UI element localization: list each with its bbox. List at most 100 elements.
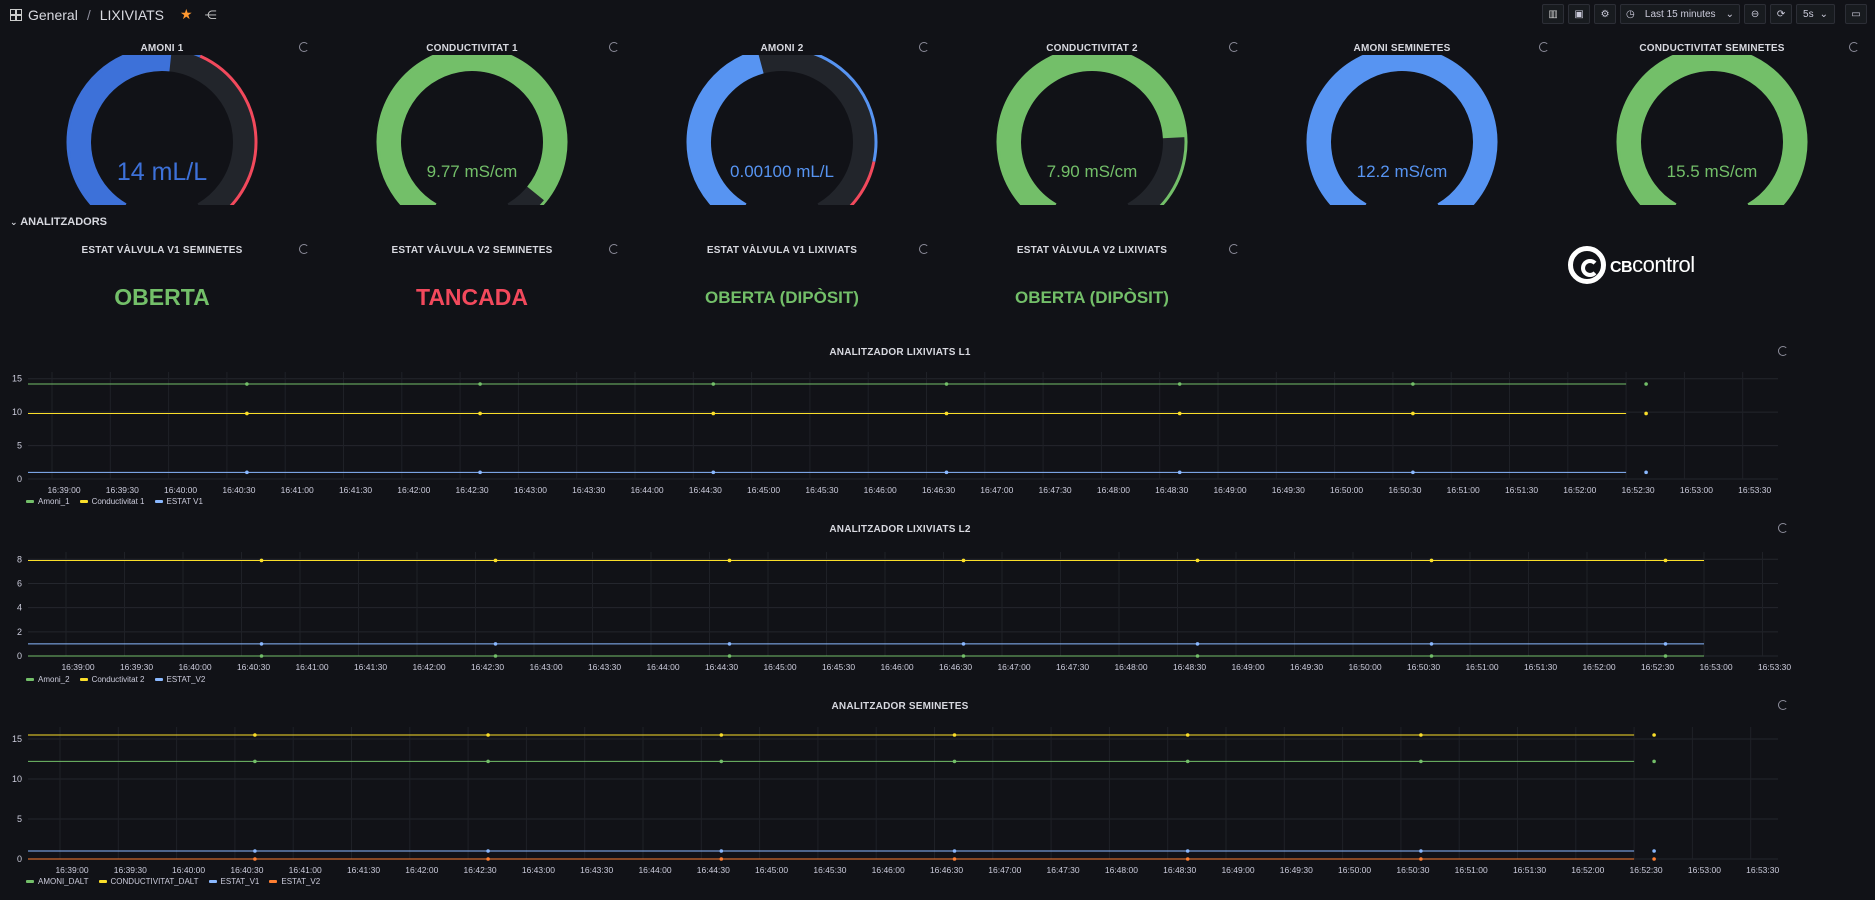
breadcrumb-separator: / [86,6,91,23]
legend-item[interactable]: Amoni_2 [26,675,70,684]
refresh-icon[interactable] [1229,42,1239,52]
breadcrumb-root[interactable]: General [28,6,78,23]
data-point [1177,411,1182,416]
x-tick-label: 16:48:30 [1155,485,1188,495]
timeseries-chart[interactable]: 0 5 10 15 16:39:00 16:39:30 16:40:00 16:40:30 16… [0,723,1800,876]
gauge-fill [379,55,565,205]
dashboard-settings-button[interactable]: ⚙ [1594,4,1617,24]
refresh-interval-picker[interactable]: 5s ⌄ [1796,4,1835,24]
refresh-icon[interactable] [1849,42,1859,52]
x-tick-label: 16:53:30 [1738,485,1771,495]
refresh-icon[interactable] [919,244,929,254]
data-point [952,733,957,737]
refresh-icon[interactable] [299,244,309,254]
save-dashboard-button[interactable]: ▣ [1568,4,1591,24]
legend-item[interactable]: AMONI_DALT [26,877,89,886]
x-tick-label: 16:48:00 [1097,485,1130,495]
x-tick-label: 16:43:30 [588,662,621,672]
x-tick-label: 16:42:00 [412,662,445,672]
refresh-icon[interactable] [609,244,619,254]
x-tick-label: 16:45:30 [805,485,838,495]
gauge-fill [1309,55,1495,205]
legend-item[interactable]: Conductivitat 2 [79,675,145,684]
y-tick-label: 8 [17,554,22,564]
chart-legend: Amoni_1 Conductivitat 1 ESTAT V1 [26,497,203,506]
chart-title: ANALITZADOR LIXIVIATS L2 [829,524,971,535]
clock-icon: ◷ [1626,8,1635,20]
refresh-icon[interactable] [1539,42,1549,52]
timeseries-chart[interactable]: 0 5 10 15 16:39:00 16:39:30 16:40:00 16:40:30 16… [0,368,1800,496]
data-point [944,470,949,475]
x-tick-label: 16:51:30 [1505,485,1538,495]
x-tick-label: 16:48:30 [1173,662,1206,672]
gauge-value: 9.77 mS/cm [426,162,518,181]
state-title: ESTAT VÀLVULA V1 LIXIVIATS [706,245,858,256]
refresh-icon[interactable] [1778,346,1788,356]
tv-mode-button[interactable]: ▭ [1845,4,1867,24]
legend-label: Amoni_2 [38,675,70,684]
data-point [961,558,966,563]
data-point [245,470,249,475]
legend-label: ESTAT_V1 [220,877,260,886]
y-tick-label: 10 [12,774,22,784]
gauge-fill [689,55,764,205]
x-tick-label: 16:46:00 [880,662,913,672]
x-tick-label: 16:50:00 [1330,485,1363,495]
legend-item[interactable]: ESTAT_V2 [269,877,320,886]
x-tick-label: 16:43:00 [514,485,547,495]
chart-title: ANALITZADOR SEMINETES [831,701,969,712]
legend-swatch [79,500,88,503]
refresh-icon[interactable] [609,42,619,52]
data-point [952,759,957,764]
x-tick-label: 16:53:30 [1746,865,1779,875]
legend-item[interactable]: ESTAT_V1 [208,877,260,886]
legend-swatch [26,678,34,681]
x-tick-label: 16:42:30 [456,485,489,495]
data-point [493,642,498,646]
y-tick-label: 6 [17,578,22,588]
legend-label: Conductivitat 1 [91,497,145,506]
refresh-icon[interactable] [1229,244,1239,254]
chevron-down-icon: ⌄ [1725,8,1735,20]
data-point [1185,849,1190,853]
refresh-icon[interactable] [1778,700,1788,710]
legend-item[interactable]: ESTAT_V2 [154,675,205,684]
x-tick-label: 16:39:30 [114,865,147,875]
x-tick-label: 16:42:00 [397,485,430,495]
legend-item[interactable]: CONDUCTIVITAT_DALT [98,877,199,886]
section-header[interactable]: ⌄ ANALITZADORS [10,216,107,228]
x-tick-label: 16:47:30 [1039,485,1072,495]
gauge-value: 14 mL/L [116,158,208,186]
refresh-icon[interactable] [299,42,309,52]
refresh-icon[interactable] [919,42,929,52]
share-icon[interactable]: ⋲ [204,7,217,22]
apps-grid-icon[interactable] [10,8,22,21]
x-tick-label: 16:40:00 [178,662,211,672]
legend-item[interactable]: ESTAT V1 [154,497,203,506]
refresh-icon[interactable] [1778,523,1788,533]
gauge-threshold-base [66,55,201,205]
zoom-out-button[interactable]: ⊖ [1744,4,1767,24]
x-tick-label: 16:48:00 [1105,865,1138,875]
x-tick-label: 16:52:30 [1622,485,1655,495]
x-tick-label: 16:51:00 [1455,865,1488,875]
time-range-picker[interactable]: ◷ Last 15 minutes ⌄ [1620,4,1741,24]
data-point [1185,733,1190,737]
refresh-button[interactable]: ⟳ [1770,4,1793,24]
data-point [711,382,716,386]
x-tick-label: 16:44:30 [689,485,722,495]
timeseries-chart[interactable]: 0 2 4 6 8 16:39:00 16:39:30 16:40:00 16:40:30 16:… [0,548,1800,673]
legend-item[interactable]: Amoni_1 [26,497,70,506]
legend-item[interactable]: Conductivitat 1 [79,497,145,506]
data-point [486,759,490,764]
breadcrumb-page[interactable]: LIXIVIATS [99,6,165,23]
x-tick-label: 16:46:30 [922,485,955,495]
star-icon[interactable]: ★ [180,6,193,22]
y-tick-label: 5 [17,441,22,451]
data-point [245,382,249,386]
x-tick-label: 16:44:30 [697,865,730,875]
add-panel-button[interactable]: ▥ [1542,4,1565,24]
data-point [1419,849,1423,853]
x-tick-label: 16:53:00 [1699,662,1732,672]
x-tick-label: 16:39:00 [47,485,80,495]
